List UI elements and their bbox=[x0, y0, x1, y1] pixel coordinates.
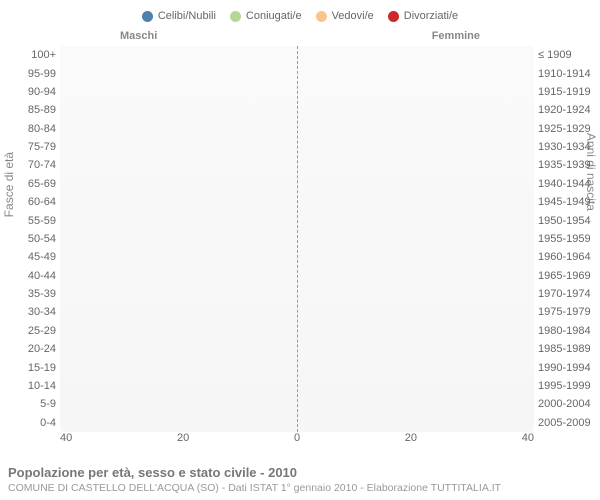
legend-item: Coniugati/e bbox=[230, 6, 302, 26]
legend-item: Divorziati/e bbox=[388, 6, 458, 26]
pyramid-row bbox=[60, 121, 534, 136]
age-labels: 100+ 95-99 90-94 85-89 80-84 75-79 70-74 65-69 6… bbox=[0, 46, 60, 432]
x-axis: 40 20 0 20 40 bbox=[60, 432, 534, 448]
birth-label: 1930-1934 bbox=[538, 141, 600, 153]
birth-label: 1910-1914 bbox=[538, 68, 600, 80]
age-label: 30-34 bbox=[0, 306, 56, 318]
age-label: 70-74 bbox=[0, 159, 56, 171]
pyramid-row bbox=[60, 268, 534, 283]
birth-label: 1925-1929 bbox=[538, 123, 600, 135]
age-label: 10-14 bbox=[0, 380, 56, 392]
birth-label: 2000-2004 bbox=[538, 398, 600, 410]
pyramid-plot bbox=[60, 46, 534, 432]
pyramid-row bbox=[60, 231, 534, 246]
birth-label: 1965-1969 bbox=[538, 270, 600, 282]
birth-label: 1990-1994 bbox=[538, 362, 600, 374]
birth-label: 1940-1944 bbox=[538, 178, 600, 190]
birth-label: 1950-1954 bbox=[538, 215, 600, 227]
pyramid-row bbox=[60, 103, 534, 118]
side-labels: Maschi Femmine bbox=[0, 30, 600, 42]
birth-label: ≤ 1909 bbox=[538, 49, 600, 61]
legend-label: Celibi/Nubili bbox=[158, 10, 216, 22]
age-label: 15-19 bbox=[0, 362, 56, 374]
pyramid-row bbox=[60, 176, 534, 191]
age-label: 55-59 bbox=[0, 215, 56, 227]
legend-swatch bbox=[316, 11, 327, 22]
pyramid-row bbox=[60, 287, 534, 302]
pyramid-row bbox=[60, 397, 534, 412]
pyramid-row bbox=[60, 415, 534, 430]
rows-container bbox=[60, 46, 534, 432]
birth-label: 1975-1979 bbox=[538, 306, 600, 318]
birth-label: 1995-1999 bbox=[538, 380, 600, 392]
age-label: 45-49 bbox=[0, 251, 56, 263]
age-label: 90-94 bbox=[0, 86, 56, 98]
legend: Celibi/Nubili Coniugati/e Vedovi/e Divorzia… bbox=[0, 0, 600, 26]
age-label: 100+ bbox=[0, 49, 56, 61]
pyramid-row bbox=[60, 84, 534, 99]
age-label: 60-64 bbox=[0, 196, 56, 208]
age-label: 85-89 bbox=[0, 104, 56, 116]
birth-label: 1955-1959 bbox=[538, 233, 600, 245]
legend-swatch bbox=[230, 11, 241, 22]
age-label: 75-79 bbox=[0, 141, 56, 153]
age-label: 80-84 bbox=[0, 123, 56, 135]
legend-label: Coniugati/e bbox=[246, 10, 302, 22]
legend-item: Vedovi/e bbox=[316, 6, 374, 26]
age-label: 5-9 bbox=[0, 398, 56, 410]
birth-label: 1945-1949 bbox=[538, 196, 600, 208]
age-label: 0-4 bbox=[0, 417, 56, 429]
birth-label: 1970-1974 bbox=[538, 288, 600, 300]
birth-label: 1935-1939 bbox=[538, 159, 600, 171]
birth-label: 1915-1919 bbox=[538, 86, 600, 98]
pyramid-row bbox=[60, 305, 534, 320]
pyramid-row bbox=[60, 48, 534, 63]
legend-swatch bbox=[388, 11, 399, 22]
age-label: 20-24 bbox=[0, 343, 56, 355]
pyramid-row bbox=[60, 213, 534, 228]
chart-title: Popolazione per età, sesso e stato civil… bbox=[8, 465, 592, 480]
pyramid-row bbox=[60, 66, 534, 81]
pyramid-row bbox=[60, 342, 534, 357]
age-label: 95-99 bbox=[0, 68, 56, 80]
pyramid-row bbox=[60, 140, 534, 155]
age-label: 25-29 bbox=[0, 325, 56, 337]
label-females: Femmine bbox=[432, 30, 480, 42]
birth-label: 1920-1924 bbox=[538, 104, 600, 116]
legend-label: Vedovi/e bbox=[332, 10, 374, 22]
birth-label: 1960-1964 bbox=[538, 251, 600, 263]
x-tick: 40 bbox=[522, 432, 534, 448]
x-tick: 0 bbox=[294, 432, 300, 448]
birth-labels: ≤ 1909 1910-1914 1915-1919 1920-1924 1925-19… bbox=[534, 46, 600, 432]
pyramid-row bbox=[60, 323, 534, 338]
age-label: 40-44 bbox=[0, 270, 56, 282]
label-males: Maschi bbox=[120, 30, 157, 42]
pyramid-row bbox=[60, 250, 534, 265]
age-label: 50-54 bbox=[0, 233, 56, 245]
pyramid-row bbox=[60, 195, 534, 210]
birth-label: 1980-1984 bbox=[538, 325, 600, 337]
title-block: Popolazione per età, sesso e stato civil… bbox=[8, 465, 592, 494]
age-label: 35-39 bbox=[0, 288, 56, 300]
x-tick: 20 bbox=[177, 432, 189, 448]
pyramid-row bbox=[60, 158, 534, 173]
legend-swatch bbox=[142, 11, 153, 22]
chart-subtitle: COMUNE DI CASTELLO DELL'ACQUA (SO) - Dat… bbox=[8, 482, 592, 494]
legend-item: Celibi/Nubili bbox=[142, 6, 216, 26]
pyramid-row bbox=[60, 378, 534, 393]
birth-label: 1985-1989 bbox=[538, 343, 600, 355]
pyramid-row bbox=[60, 360, 534, 375]
x-tick: 40 bbox=[60, 432, 72, 448]
age-label: 65-69 bbox=[0, 178, 56, 190]
x-tick: 20 bbox=[405, 432, 417, 448]
legend-label: Divorziati/e bbox=[404, 10, 458, 22]
birth-label: 2005-2009 bbox=[538, 417, 600, 429]
